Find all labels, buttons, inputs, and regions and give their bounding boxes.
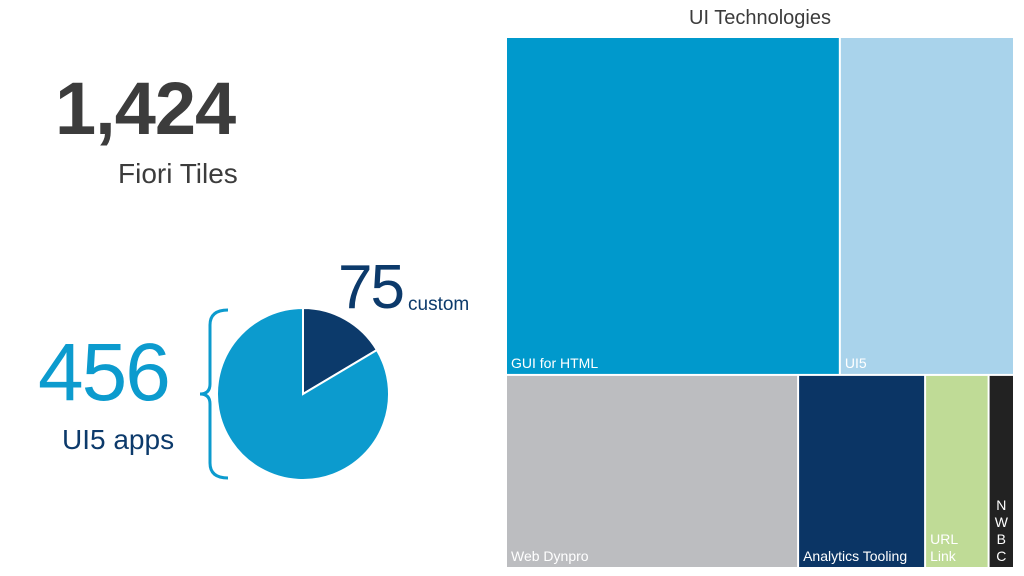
ui5-apps-label: UI5 apps <box>62 424 175 455</box>
total-tiles-label: Fiori Tiles <box>118 158 238 189</box>
treemap-label-web-dynpro: Web Dynpro <box>511 548 589 564</box>
pie-slice-custom <box>302 306 379 396</box>
treemap-label-analytics-tooling: Analytics Tooling <box>803 548 907 564</box>
pie-slice-other <box>216 306 390 481</box>
treemap-cell-gui-for-html <box>507 38 839 374</box>
custom-apps-label: custom <box>408 294 470 315</box>
treemap-cell-nwbc <box>989 375 1013 567</box>
treemap-cell-web-dynpro <box>507 375 798 567</box>
treemap-cell-url-link <box>926 375 988 567</box>
treemap-label-url-link: URL Link <box>930 531 958 564</box>
treemap-title: UI Technologies <box>689 7 831 29</box>
total-tiles-count: 1,424 <box>55 67 236 150</box>
treemap-cell-analytics-tooling <box>799 375 925 567</box>
ui5-apps-count: 456 <box>38 327 171 418</box>
treemap-cell-ui5 <box>840 38 1013 374</box>
ui5-bracket <box>199 308 229 480</box>
treemap-label-gui-for-html: GUI for HTML <box>511 355 598 371</box>
ui5-pie-chart <box>199 306 390 481</box>
custom-apps-count: 75 <box>338 253 405 322</box>
treemap-label-ui5: UI5 <box>845 355 867 371</box>
